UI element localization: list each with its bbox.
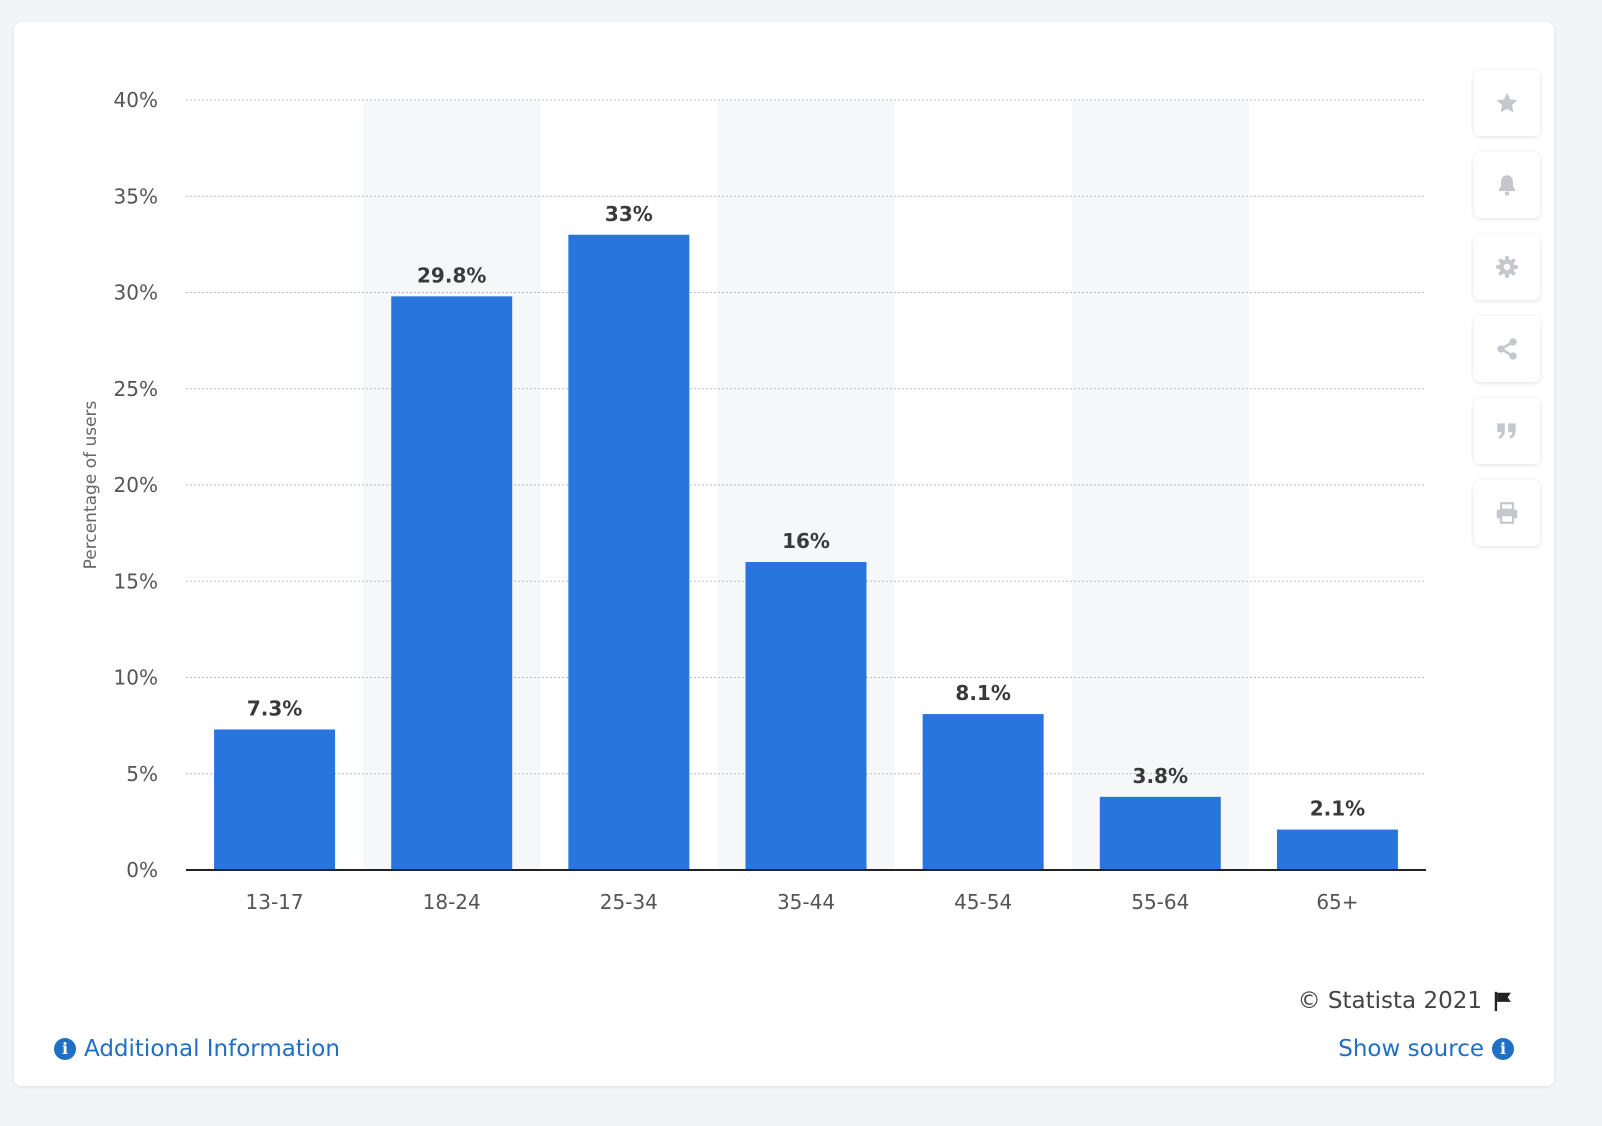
bar — [1099, 796, 1221, 870]
y-tick-label: 15% — [114, 569, 158, 593]
flag-icon[interactable] — [1492, 990, 1514, 1012]
y-tick-label: 30% — [114, 281, 158, 305]
data-label: 29.8% — [417, 263, 486, 287]
copyright-notice: © Statista 2021 — [1298, 988, 1514, 1014]
additional-information-label: Additional Information — [84, 1036, 340, 1062]
bar — [568, 234, 690, 870]
cite-button[interactable] — [1474, 398, 1540, 464]
show-source-link[interactable]: Show source i — [1338, 1036, 1514, 1062]
share-icon — [1497, 338, 1517, 360]
share-button[interactable] — [1474, 316, 1540, 382]
notification-button[interactable] — [1474, 152, 1540, 218]
data-label: 8.1% — [955, 681, 1010, 705]
copyright-text: © Statista 2021 — [1297, 988, 1482, 1014]
x-tick-label: 25-34 — [600, 890, 658, 914]
x-tick-label: 35-44 — [777, 890, 835, 914]
x-tick-label: 13-17 — [246, 890, 304, 914]
print-icon — [1496, 502, 1518, 524]
data-label: 7.3% — [247, 696, 302, 720]
bar — [391, 296, 513, 871]
x-tick-label: 45-54 — [954, 890, 1012, 914]
chart-toolbar — [1474, 70, 1540, 562]
y-tick-label: 10% — [114, 666, 158, 690]
settings-button[interactable] — [1474, 234, 1540, 300]
y-tick-label: 35% — [114, 184, 158, 208]
x-tick-label: 65+ — [1316, 890, 1358, 914]
info-icon: i — [54, 1038, 76, 1060]
favorite-button[interactable] — [1474, 70, 1540, 136]
y-tick-label: 40% — [114, 88, 158, 112]
bar — [922, 714, 1044, 870]
bar — [1276, 829, 1398, 870]
bar — [214, 729, 336, 870]
print-button[interactable] — [1474, 480, 1540, 546]
bar — [745, 562, 867, 870]
data-label: 2.1% — [1310, 797, 1365, 821]
y-tick-label: 20% — [114, 473, 158, 497]
y-tick-label: 25% — [114, 377, 158, 401]
data-label: 33% — [605, 202, 653, 226]
y-axis-title: Percentage of users — [81, 400, 101, 569]
y-tick-label: 5% — [126, 762, 158, 786]
show-source-label: Show source — [1338, 1036, 1484, 1062]
data-label: 3.8% — [1133, 764, 1188, 788]
chart-card: 0% 5% 10% 15% 20% 25% 30% 35% 40% Percentage of u… — [14, 22, 1554, 1086]
bell-icon — [1498, 175, 1516, 196]
bar-chart: 0% 5% 10% 15% 20% 25% 30% 35% 40% Percentage of u… — [81, 88, 1426, 914]
quote-icon — [1497, 423, 1516, 439]
info-icon: i — [1492, 1038, 1514, 1060]
x-tick-label: 18-24 — [423, 890, 481, 914]
y-tick-label: 0% — [126, 858, 158, 882]
data-label: 16% — [782, 529, 830, 553]
additional-information-link[interactable]: i Additional Information — [54, 1036, 340, 1062]
star-icon — [1496, 92, 1518, 113]
x-tick-label: 55-64 — [1131, 890, 1189, 914]
gear-icon — [1496, 256, 1518, 278]
